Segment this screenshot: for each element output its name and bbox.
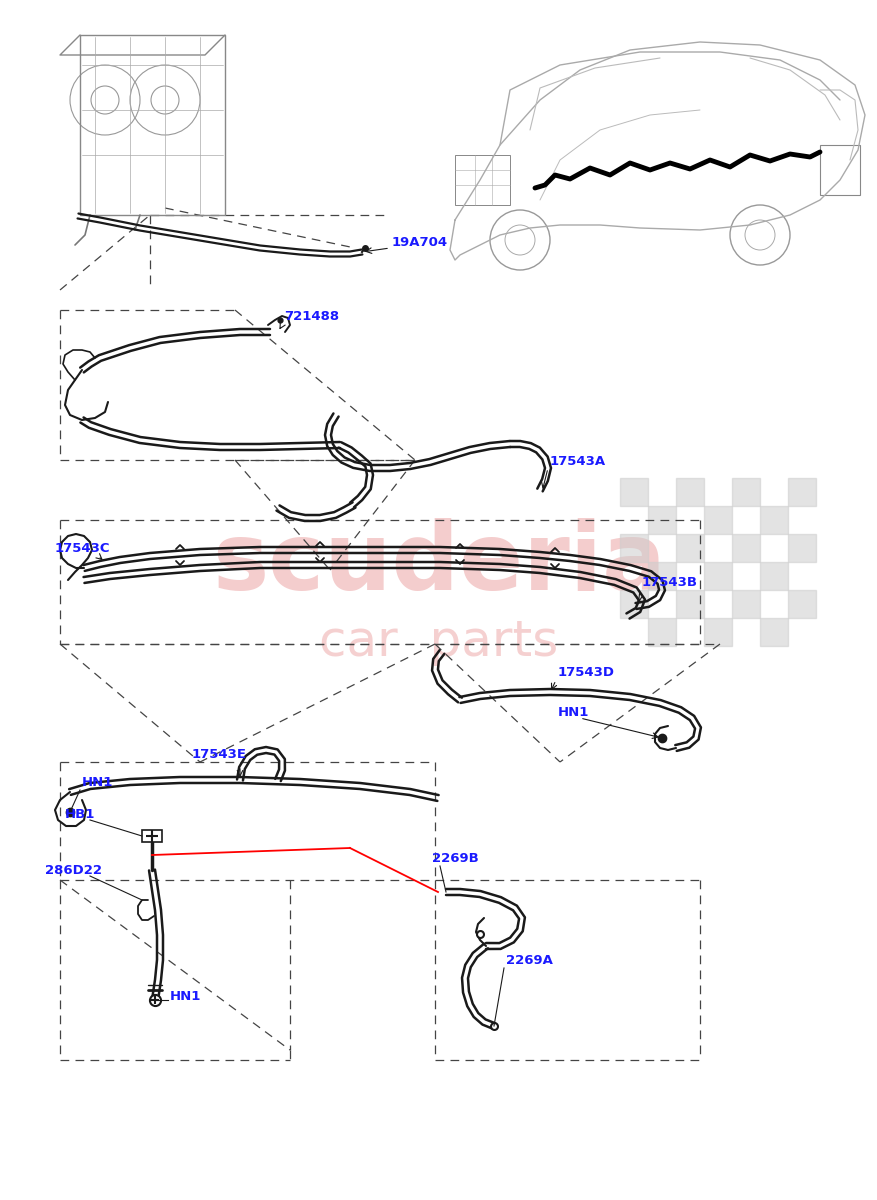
Bar — [787, 534, 815, 562]
Bar — [787, 590, 815, 618]
Text: car  parts: car parts — [319, 618, 558, 666]
Bar — [703, 506, 731, 534]
Text: HN1: HN1 — [82, 776, 113, 790]
Text: 286D22: 286D22 — [45, 864, 102, 877]
Text: 17543E: 17543E — [192, 748, 246, 761]
Bar — [787, 478, 815, 506]
Bar — [731, 534, 759, 562]
Text: 721488: 721488 — [283, 310, 339, 323]
Text: scuderia: scuderia — [212, 518, 665, 610]
Bar — [731, 478, 759, 506]
Text: HN1: HN1 — [558, 706, 588, 719]
Text: 17543D: 17543D — [558, 666, 614, 679]
Text: 2269A: 2269A — [505, 954, 553, 967]
Text: 17543B: 17543B — [641, 576, 697, 589]
Bar — [759, 618, 787, 646]
Bar — [647, 506, 675, 534]
Bar — [731, 590, 759, 618]
Bar — [647, 618, 675, 646]
Bar — [647, 562, 675, 590]
Bar — [819, 145, 859, 194]
Text: 17543A: 17543A — [549, 455, 605, 468]
Bar — [619, 590, 647, 618]
Bar — [142, 830, 162, 842]
Bar — [759, 506, 787, 534]
Text: 2269B: 2269B — [431, 852, 478, 865]
Bar — [759, 562, 787, 590]
Bar — [703, 562, 731, 590]
Bar — [675, 478, 703, 506]
Text: HB1: HB1 — [65, 808, 96, 821]
Bar — [675, 590, 703, 618]
Bar — [675, 534, 703, 562]
Bar — [619, 478, 647, 506]
Bar — [703, 618, 731, 646]
Text: HN1: HN1 — [170, 990, 201, 1003]
Text: 19A704: 19A704 — [391, 236, 447, 248]
Bar — [619, 534, 647, 562]
Bar — [454, 155, 510, 205]
Text: 17543C: 17543C — [55, 542, 111, 554]
